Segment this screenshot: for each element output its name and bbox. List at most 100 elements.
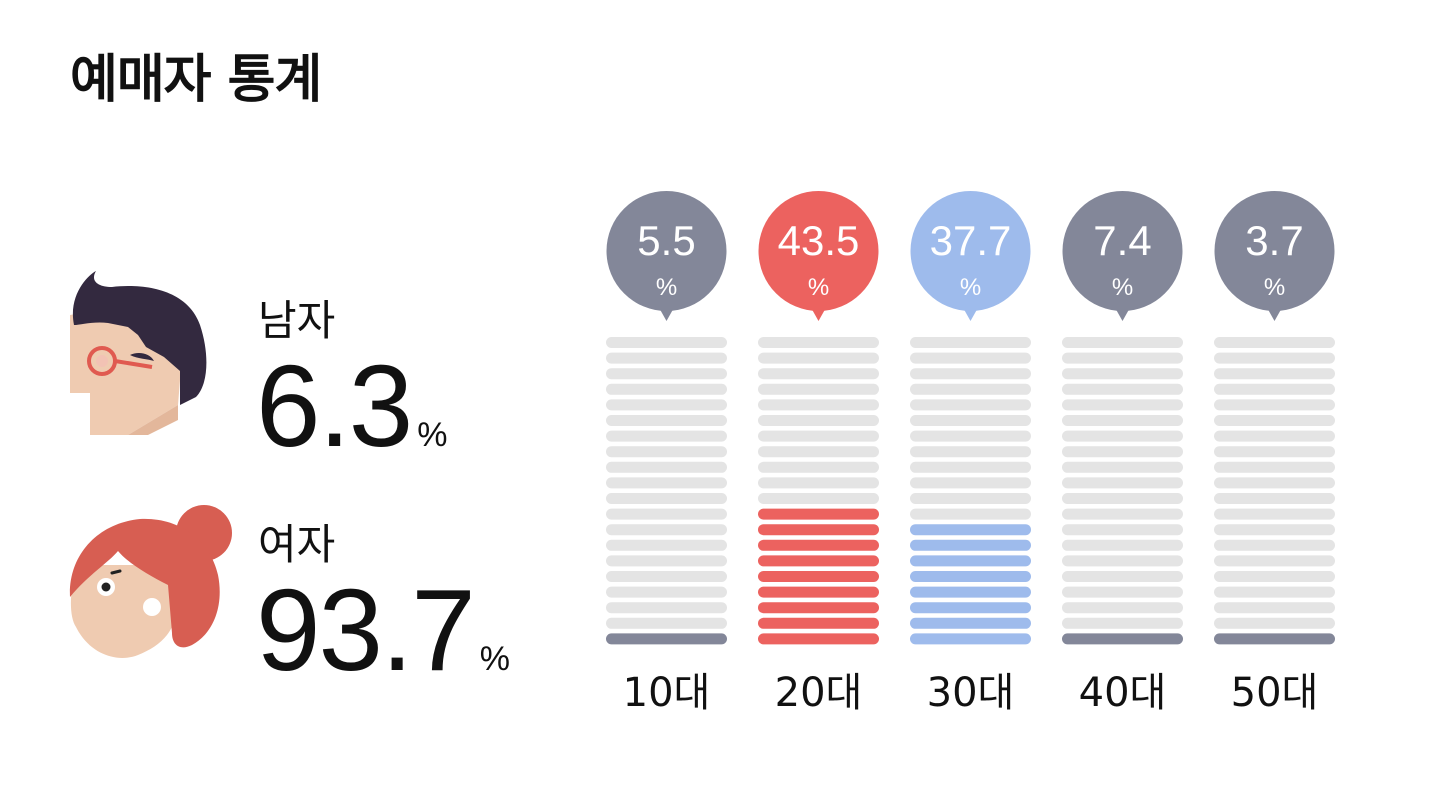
bar-segment-empty — [606, 586, 727, 598]
bar-segment-empty — [758, 368, 879, 380]
bar-segment-empty — [1062, 415, 1183, 426]
bar-segment-empty — [606, 508, 727, 520]
bar-segment-empty — [1062, 477, 1183, 489]
bar-segment-filled — [758, 524, 879, 536]
bar-segment-filled — [758, 539, 879, 551]
value-unit-label: % — [1112, 274, 1133, 301]
bar-segment-filled — [606, 633, 727, 645]
bar-segment-empty — [910, 399, 1031, 411]
female-label: 여자 — [258, 520, 336, 569]
bar-segment-empty — [1214, 337, 1335, 348]
bar-segment-empty — [1062, 383, 1183, 395]
bar-segment-empty — [1214, 383, 1335, 395]
bar-segment-empty — [1214, 571, 1335, 582]
bar-segment-filled — [910, 633, 1031, 645]
male-percentage: 6.3% — [256, 348, 448, 464]
bar-segment-empty — [1062, 586, 1183, 598]
bar-segment-empty — [1214, 508, 1335, 520]
value-label: 7.4 — [1093, 217, 1151, 264]
page-title: 예매자 통계 — [70, 50, 322, 110]
category-label: 10대 — [623, 670, 711, 716]
value-label: 43.5 — [778, 217, 860, 264]
bar-segment-empty — [910, 415, 1031, 426]
bar-segment-filled — [1062, 633, 1183, 645]
bar-segment-empty — [910, 337, 1031, 348]
bar-segment-empty — [1062, 602, 1183, 614]
bar-segment-empty — [1062, 508, 1183, 520]
bar-segment-empty — [758, 399, 879, 411]
value-bubble — [606, 191, 727, 311]
bar-segment-empty — [1062, 493, 1183, 504]
value-bubble — [1062, 191, 1183, 311]
bar-segment-empty — [1062, 555, 1183, 567]
value-unit-label: % — [1264, 274, 1285, 301]
bar-segment-empty — [758, 477, 879, 489]
bar-segment-empty — [1214, 430, 1335, 442]
bar-segment-filled — [910, 586, 1031, 598]
bar-segment-empty — [1214, 461, 1335, 473]
bar-segment-filled — [758, 633, 879, 645]
category-label: 30대 — [927, 670, 1015, 716]
value-bubble — [1214, 191, 1335, 311]
bar-segment-empty — [1214, 586, 1335, 598]
bar-segment-empty — [1214, 555, 1335, 567]
male-label: 남자 — [258, 296, 336, 345]
bar-segment-filled — [758, 617, 879, 629]
bar-segment-empty — [606, 539, 727, 551]
bar-segment-empty — [758, 415, 879, 426]
bar-segment-filled — [910, 602, 1031, 614]
bar-segment-empty — [606, 337, 727, 348]
bar-segment-empty — [1062, 571, 1183, 582]
bar-segment-empty — [606, 602, 727, 614]
bar-segment-empty — [1062, 461, 1183, 473]
bar-segment-filled — [910, 524, 1031, 536]
bar-segment-empty — [910, 461, 1031, 473]
bar-segment-empty — [1214, 368, 1335, 380]
bar-segment-empty — [758, 383, 879, 395]
value-label: 37.7 — [930, 217, 1012, 264]
bar-segment-empty — [606, 571, 727, 582]
bar-segment-empty — [758, 352, 879, 364]
bar-segment-empty — [758, 430, 879, 442]
bar-segment-empty — [606, 368, 727, 380]
bar-segment-empty — [1214, 399, 1335, 411]
male-percent-unit: % — [417, 416, 448, 454]
bar-segment-empty — [1214, 446, 1335, 458]
bar-segment-empty — [606, 524, 727, 536]
bar-segment-empty — [1062, 368, 1183, 380]
bar-segment-empty — [606, 415, 727, 426]
female-percent-unit: % — [479, 640, 511, 678]
bar-segment-empty — [910, 430, 1031, 442]
bar-segment-filled — [758, 571, 879, 582]
bar-segment-empty — [758, 446, 879, 458]
bar-segment-empty — [1062, 446, 1183, 458]
bar-segment-empty — [1214, 477, 1335, 489]
bar-segment-filled — [910, 571, 1031, 582]
male-avatar-icon — [70, 271, 207, 435]
bar-segment-empty — [606, 446, 727, 458]
bar-segment-empty — [1214, 539, 1335, 551]
bar-segment-filled — [758, 508, 879, 520]
value-label: 5.5 — [637, 217, 695, 264]
bar-segment-empty — [1214, 602, 1335, 614]
bar-segment-empty — [606, 430, 727, 442]
bar-segment-empty — [910, 508, 1031, 520]
bar-segment-empty — [606, 461, 727, 473]
bar-segment-empty — [1062, 352, 1183, 364]
male-value: 6.3 — [256, 341, 413, 471]
value-label: 3.7 — [1245, 217, 1303, 264]
bar-segment-empty — [606, 352, 727, 364]
value-bubble — [910, 191, 1031, 311]
value-unit-label: % — [960, 274, 981, 301]
bar-segment-empty — [1214, 352, 1335, 364]
bar-segment-filled — [910, 555, 1031, 567]
category-label: 50대 — [1231, 670, 1319, 716]
bar-segment-empty — [910, 477, 1031, 489]
bar-segment-empty — [910, 493, 1031, 504]
category-label: 40대 — [1079, 670, 1167, 716]
bar-segment-empty — [910, 446, 1031, 458]
category-label: 20대 — [775, 670, 863, 716]
bar-segment-empty — [1062, 337, 1183, 348]
bar-segment-filled — [1214, 633, 1335, 645]
